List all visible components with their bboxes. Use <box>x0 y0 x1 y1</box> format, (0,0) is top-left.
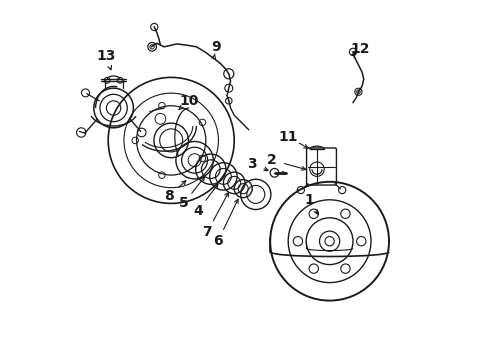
Text: 6: 6 <box>213 234 223 248</box>
Text: 11: 11 <box>278 130 298 144</box>
Text: 1: 1 <box>305 193 315 207</box>
Text: 8: 8 <box>165 189 174 203</box>
Text: 10: 10 <box>179 94 199 108</box>
Text: 13: 13 <box>97 49 116 63</box>
Text: 12: 12 <box>350 42 370 55</box>
Text: 3: 3 <box>247 157 257 171</box>
Text: 2: 2 <box>267 153 277 167</box>
Text: 4: 4 <box>194 204 203 217</box>
Text: 9: 9 <box>211 40 221 54</box>
Text: 5: 5 <box>179 197 189 210</box>
Text: 7: 7 <box>202 225 212 239</box>
